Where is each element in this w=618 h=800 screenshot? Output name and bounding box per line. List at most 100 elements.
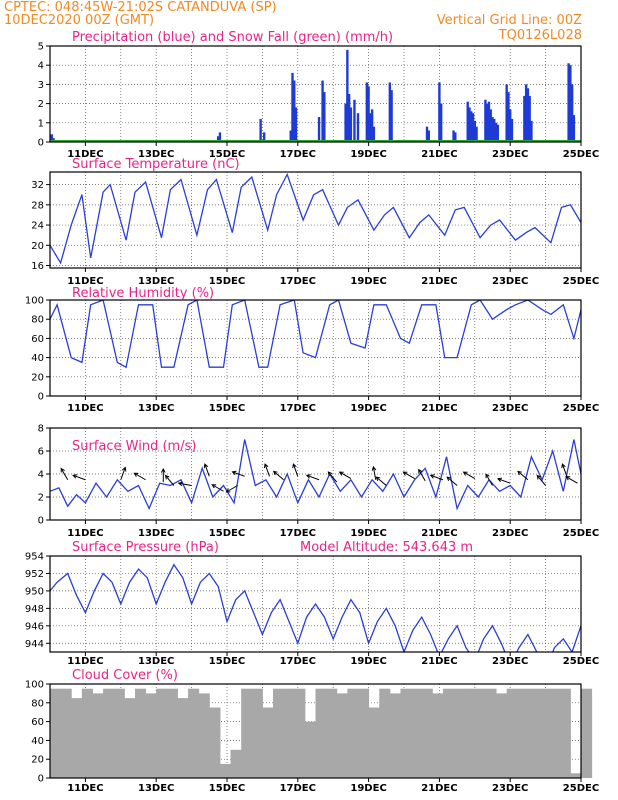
cloud-cover-bar: [581, 688, 593, 778]
cloud-cover-bar: [496, 693, 508, 778]
wind-arrow: [517, 471, 529, 481]
wind-arrow: [232, 471, 245, 477]
y-tick-label: 80: [31, 315, 44, 326]
wind-arrow: [134, 472, 146, 481]
cloud-cover-bar: [389, 693, 401, 778]
wind-arrow: [273, 471, 284, 481]
model-id-label: TQ0126L028: [498, 28, 582, 43]
wind-arrowhead: [338, 471, 344, 476]
rh-panel: 0 20 40 60 80 100 11DEC 13DEC 15DEC 17DEC 19DEC 21D…: [25, 286, 599, 414]
x-tick-label: 15DEC: [209, 783, 245, 794]
wind-arrowhead: [211, 484, 217, 489]
x-tick-label: 17DEC: [280, 783, 316, 794]
y-tick-label: 60: [31, 717, 44, 728]
precip-bar: [438, 82, 441, 142]
precip-bar: [216, 136, 220, 142]
cloud-cover-bar: [145, 693, 157, 778]
pressure-panel: 944 946 948 950 952 954 11DEC 13DEC 15DEC 17DEC 19…: [25, 540, 599, 667]
wind-arrowhead: [536, 474, 542, 480]
x-tick-label: 25DEC: [563, 783, 599, 794]
cloud-cover-bar: [230, 749, 242, 778]
precip-bar: [569, 65, 572, 142]
wind-arrow: [430, 474, 444, 481]
y-tick-label: 0: [38, 516, 44, 527]
x-tick-label: 11DEC: [67, 528, 103, 539]
wind-arrowhead: [160, 468, 166, 473]
station-label: CPTEC: 048:45W-21:02S CATANDUVA (SP): [4, 0, 277, 15]
y-tick-label: 16: [31, 261, 44, 272]
wind-arrow: [328, 471, 338, 483]
y-tick-label: 6: [38, 447, 44, 458]
cloud-cover-bar: [474, 688, 486, 778]
cloud-cover-bar: [103, 688, 115, 778]
x-tick-label: 23DEC: [492, 149, 528, 160]
y-tick-label: 24: [31, 221, 44, 232]
precip-bar: [390, 90, 393, 142]
pressure-series-line: [50, 563, 581, 652]
cloud-cover-bar: [347, 688, 359, 778]
precip-bar: [289, 130, 292, 142]
cloud-cover-bar: [549, 688, 561, 778]
cloud-cover-bar: [368, 707, 380, 778]
precip-bar: [485, 103, 489, 142]
precip-bar: [505, 84, 508, 142]
x-tick-label: 15DEC: [209, 276, 245, 287]
wind-arrow: [165, 475, 175, 486]
precip-frame: [49, 45, 582, 143]
y-tick-label: 32: [31, 180, 44, 191]
x-tick-label: 23DEC: [492, 528, 528, 539]
precip-bar: [524, 84, 528, 142]
cloud-cover-bar: [166, 688, 178, 778]
x-tick-label: 21DEC: [421, 656, 457, 667]
cloud-cover-bar: [177, 698, 189, 778]
y-tick-label: 60: [31, 334, 44, 345]
precip-bar: [294, 107, 298, 142]
wind-arrowhead: [121, 466, 127, 472]
precip-bar: [370, 109, 374, 142]
wind-arrow: [485, 473, 493, 486]
wind-arrow: [204, 463, 210, 477]
wind-arrowhead: [446, 476, 452, 482]
wind-arrowhead: [375, 476, 381, 482]
precip-bar: [452, 130, 455, 142]
wind-panel: 0 2 4 6 8 11DEC 13DEC 15DEC 17DEC 19DEC 21DEC 23DEC…: [38, 424, 600, 540]
precip-bar: [572, 115, 576, 142]
precip-bar: [528, 95, 531, 142]
x-tick-label: 13DEC: [138, 403, 174, 414]
precip-bar: [454, 132, 457, 142]
wind-series-line: [50, 439, 581, 511]
precip-bar: [347, 94, 351, 142]
wind-arrowhead: [225, 488, 231, 493]
wind-arrowhead: [263, 463, 269, 469]
cloud-cover-bar: [506, 688, 518, 778]
cloud-cover-bar: [464, 688, 476, 778]
precip-bar: [369, 113, 372, 142]
y-tick-label: 28: [31, 200, 44, 211]
wind-arrowhead: [327, 471, 333, 477]
precip-bar: [323, 92, 326, 142]
y-tick-label: 0: [38, 138, 44, 149]
cloud-cover-bar: [81, 688, 93, 778]
rh-title: Relative Humidity (%): [72, 286, 214, 301]
x-tick-label: 25DEC: [563, 276, 599, 287]
rh-series-line: [50, 300, 581, 369]
x-tick-label: 13DEC: [138, 528, 174, 539]
precip-bar: [487, 101, 491, 142]
x-tick-label: 11DEC: [67, 656, 103, 667]
y-tick-label: 946: [25, 621, 44, 632]
precip-panel: 0 1 2 3 4 5 11DEC 13DEC 15DEC 17DEC 19DEC 21DEC 23DE…: [38, 30, 600, 160]
precip-bar: [468, 107, 471, 142]
wind-arrow: [565, 476, 578, 484]
x-tick-label: 15DEC: [209, 528, 245, 539]
x-tick-label: 19DEC: [350, 528, 386, 539]
x-tick-label: 11DEC: [67, 276, 103, 287]
wind-arrowhead: [231, 470, 237, 476]
wind-arrowhead: [429, 474, 435, 479]
cloud-cover-bar: [273, 688, 285, 778]
x-tick-label: 13DEC: [138, 149, 174, 160]
x-tick-label: 11DEC: [67, 403, 103, 414]
x-tick-label: 17DEC: [280, 276, 316, 287]
cloud-cover-bar: [209, 707, 221, 778]
precip-bar: [50, 134, 53, 142]
